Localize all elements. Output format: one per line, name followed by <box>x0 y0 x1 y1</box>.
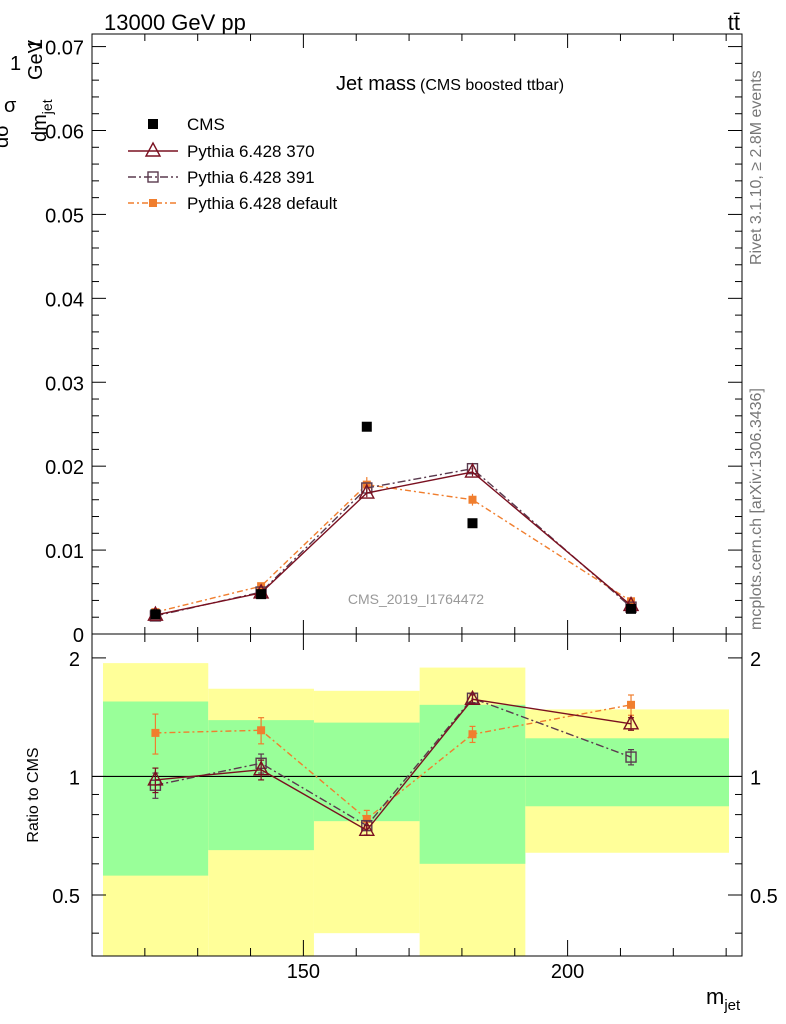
ratio-series-layer <box>147 689 640 836</box>
legend-label: Pythia 6.428 default <box>187 194 338 213</box>
main-y-tick-label: 0.02 <box>45 457 84 479</box>
main-y-tick-label: 0.01 <box>45 541 84 563</box>
ratio-ticks: 0.5 0.5 1 1 2 2 150 200 <box>52 634 778 983</box>
main-point <box>468 495 477 504</box>
ylabel-diff: dσ <box>0 124 13 148</box>
mcplots-label: mcplots.cern.ch [arXiv:1306.3436] <box>748 388 765 630</box>
legend-marker <box>147 171 159 183</box>
legend-entry: Pythia 6.428 default <box>128 194 338 213</box>
main-series-layer <box>147 421 640 622</box>
xlabel-m: m <box>706 984 724 1009</box>
ratio-point <box>622 714 640 730</box>
ratio-point <box>358 820 375 836</box>
rivet-version-label: Rivet 3.1.10, ≥ 2.8M events <box>748 70 765 265</box>
legend-entry: Pythia 6.428 391 <box>128 168 315 187</box>
main-point <box>627 597 636 606</box>
ratio-point <box>252 760 270 776</box>
main-point <box>358 483 375 499</box>
ratio-point <box>468 730 477 739</box>
ratio-y-tick-label-right: 0.5 <box>750 886 778 908</box>
ratio-frame <box>91 633 743 957</box>
energy-label: 13000 GeV pp <box>104 10 246 35</box>
legend-entry: CMS <box>148 115 225 134</box>
main-y-tick-label: 0.07 <box>45 38 84 60</box>
cms-point <box>256 589 267 600</box>
legend-label: CMS <box>187 115 225 134</box>
ylabel-unit-num: 1 <box>25 39 47 50</box>
ratio-bands <box>92 663 742 956</box>
main-y-tick-label: 0.03 <box>45 373 84 395</box>
ratio-y-label: Ratio to CMS <box>25 747 42 842</box>
main-panel: 0 0.01 0.02 0.03 0.04 0.05 0.06 0.07 Jet mass (… <box>45 33 743 647</box>
ratio-y-tick-label: 0.5 <box>52 886 80 908</box>
xlabel-sub: jet <box>723 997 741 1014</box>
ratio-point <box>362 814 371 823</box>
ratio-point <box>625 751 637 763</box>
x-tick-label: 150 <box>287 961 320 983</box>
ratio-y-tick-label: 2 <box>69 649 80 671</box>
ratio-y-tick-label-right: 1 <box>750 767 761 789</box>
ratio-point <box>257 726 266 735</box>
main-y-tick-label: 0.04 <box>45 289 84 311</box>
ratio-point <box>464 689 481 706</box>
main-y-tick-label: 0.06 <box>45 122 84 144</box>
ratio-y-tick-label: 1 <box>69 767 80 789</box>
x-axis-label: mjet <box>706 984 741 1014</box>
legend: CMS Pythia 6.428 370 Pythia 6.428 391 Pythi… <box>128 115 338 213</box>
ratio-point <box>147 770 164 786</box>
ylabel-den: dm <box>29 114 51 142</box>
ratio-point <box>151 728 160 737</box>
legend-marker <box>144 141 162 157</box>
ylabel-one: 1 <box>10 53 21 75</box>
main-series-cms <box>150 421 637 620</box>
process-label: tt̄ <box>728 10 740 35</box>
main-point <box>464 462 481 478</box>
legend-entry: Pythia 6.428 370 <box>128 141 315 161</box>
main-ticks: 0 0.01 0.02 0.03 0.04 0.05 0.06 0.07 <box>45 34 742 647</box>
ylabel-unit: GeV <box>25 39 47 80</box>
main-y-tick-label: 0 <box>73 625 84 647</box>
cms-point <box>467 518 478 529</box>
ylabel-den-sub: jet <box>39 99 55 115</box>
analysis-id: CMS_2019_I1764472 <box>348 591 484 607</box>
main-y-tick-label: 0.05 <box>45 205 84 227</box>
ylabel-den-group: dmjet <box>29 99 55 142</box>
legend-label: Pythia 6.428 370 <box>187 142 315 161</box>
chart-subtitle: (CMS boosted ttbar) <box>420 77 564 94</box>
main-y-axis-label: 1 σ dσ dmjet 1 GeV <box>0 39 55 148</box>
ratio-inner-band <box>313 722 420 822</box>
chart-title: Jet mass <box>336 73 416 95</box>
cms-point <box>150 609 161 620</box>
ratio-panel: 0.5 0.5 1 1 2 2 150 200 Ratio to CMS mjet <box>25 633 778 1014</box>
x-tick-label: 200 <box>551 961 584 983</box>
ratio-y-tick-label-right: 2 <box>750 649 761 671</box>
ylabel-num: dσ <box>0 124 13 148</box>
cms-point <box>361 421 372 432</box>
legend-label: Pythia 6.428 391 <box>187 168 315 187</box>
ratio-inner-band <box>525 738 729 807</box>
ylabel-sigma: σ <box>4 95 17 117</box>
legend-marker <box>149 199 157 207</box>
ratio-series-0 <box>147 689 640 836</box>
cms-point <box>626 603 637 614</box>
ratio-series-2 <box>151 694 636 829</box>
ratio-point <box>627 700 636 709</box>
legend-cms-marker <box>148 119 158 129</box>
